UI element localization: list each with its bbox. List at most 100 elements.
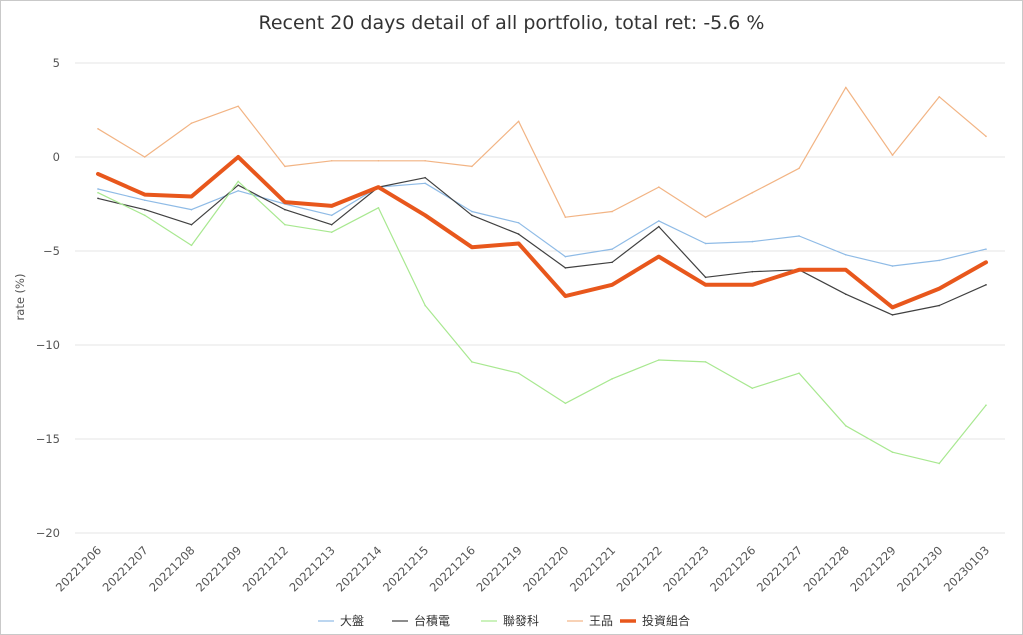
data-point: [610, 283, 614, 287]
data-point: [891, 265, 894, 267]
series-line: [97, 182, 987, 267]
data-point: [330, 159, 333, 162]
legend-label: 台積電: [414, 613, 450, 628]
data-point: [423, 213, 427, 217]
series-layer: [96, 86, 988, 465]
legend-item[interactable]: 聯發科: [481, 613, 539, 628]
legend-label: 聯發科: [503, 613, 539, 628]
data-point: [97, 128, 99, 130]
data-point: [284, 223, 286, 226]
data-point: [424, 304, 426, 307]
data-point: [937, 287, 941, 291]
y-tick-label: −20: [36, 526, 60, 540]
data-point: [470, 245, 474, 249]
y-tick-label: 0: [53, 150, 60, 164]
data-point: [190, 223, 193, 226]
x-tick-label: 20221212: [240, 543, 291, 594]
data-point: [517, 120, 520, 123]
x-tick-label: 20221215: [380, 543, 431, 594]
data-point: [985, 284, 987, 286]
legend-label: 大盤: [340, 614, 364, 628]
x-tick-label: 20221228: [801, 543, 852, 594]
data-point: [143, 199, 146, 202]
data-point: [143, 208, 146, 211]
x-tick-label: 20221230: [894, 543, 945, 594]
chart-title: Recent 20 days detail of all portfolio, …: [258, 12, 765, 34]
data-point: [938, 96, 941, 98]
data-point: [143, 214, 146, 217]
x-tick-label: 20221220: [520, 543, 571, 594]
data-point: [891, 314, 894, 316]
legend-item[interactable]: 大盤: [318, 614, 364, 628]
data-point: [424, 159, 426, 162]
y-axis-label: rate (%): [13, 274, 27, 321]
legend-item[interactable]: 投資組合: [620, 613, 690, 628]
x-tick-label: 20221206: [53, 543, 104, 594]
legend-label: 王品: [589, 614, 613, 628]
data-point: [985, 248, 987, 250]
data-point: [657, 255, 661, 259]
x-tick-label: 20221209: [193, 543, 244, 594]
x-tick-label: 20221227: [754, 543, 805, 594]
data-point: [704, 216, 707, 218]
data-point: [938, 304, 941, 307]
data-point: [330, 214, 333, 217]
data-point: [189, 194, 193, 198]
series-3: [97, 86, 987, 218]
data-point: [471, 361, 473, 363]
data-point: [658, 186, 660, 188]
x-tick-label: 20221216: [427, 543, 478, 594]
data-point: [564, 402, 567, 405]
data-point: [611, 248, 613, 250]
legend-item[interactable]: 王品: [567, 614, 613, 628]
data-point: [611, 378, 613, 380]
data-point: [471, 165, 473, 168]
x-tick-label: 20221207: [100, 543, 151, 594]
data-point: [97, 191, 99, 194]
data-point: [564, 216, 567, 218]
data-point: [330, 231, 333, 233]
data-point: [704, 361, 707, 363]
legend[interactable]: 大盤 台積電 聯發科 王品 投資組合: [318, 613, 690, 628]
data-point: [844, 425, 847, 427]
data-point: [704, 276, 707, 279]
y-tick-label: −15: [36, 432, 60, 446]
data-point: [938, 462, 941, 465]
data-point: [424, 182, 426, 185]
data-point: [611, 261, 613, 264]
series-2: [97, 180, 987, 465]
data-point: [471, 210, 473, 213]
y-tick-label: −5: [43, 244, 60, 258]
data-point: [190, 208, 193, 211]
x-tick-label: 20230103: [941, 543, 992, 594]
data-point: [751, 387, 754, 390]
data-point: [611, 210, 613, 213]
y-tick-label: 5: [53, 56, 60, 70]
series-0: [97, 182, 987, 267]
data-point: [237, 184, 240, 186]
data-point: [798, 372, 800, 375]
data-point: [985, 135, 987, 138]
data-point: [938, 259, 941, 262]
y-tick-label: −10: [36, 338, 60, 352]
series-line: [97, 177, 987, 316]
data-point: [237, 190, 240, 192]
data-point: [751, 240, 754, 243]
x-tick-label: 20221214: [333, 543, 384, 594]
data-point: [330, 204, 334, 208]
data-point: [891, 305, 895, 309]
data-point: [564, 255, 567, 258]
data-point: [658, 225, 660, 228]
x-tick-label: 20221221: [567, 543, 618, 594]
data-point: [237, 105, 240, 108]
data-point: [97, 188, 99, 190]
legend-item[interactable]: 台積電: [392, 613, 450, 628]
data-point: [891, 451, 894, 453]
data-point: [97, 197, 99, 200]
data-point: [751, 191, 754, 194]
data-point: [658, 359, 660, 361]
data-point: [190, 122, 193, 124]
grid-layer: [75, 62, 1005, 534]
series-line: [96, 155, 988, 310]
